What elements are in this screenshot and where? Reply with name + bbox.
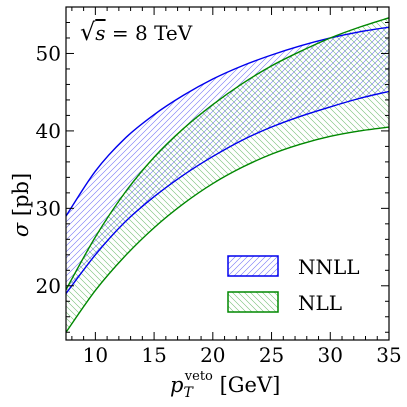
line-nll-upper xyxy=(66,17,389,291)
y-axis-label: σ [pb] xyxy=(9,173,33,237)
x-axis-unit: [GeV] xyxy=(213,373,280,397)
band-nll xyxy=(66,17,389,333)
annotation-value: = 8 TeV xyxy=(106,21,193,45)
tick-labels-layer: 10 15 20 25 30 35 20 30 40 50 xyxy=(36,41,402,367)
x-tick-label: 15 xyxy=(141,343,166,367)
bands-layer xyxy=(66,17,389,333)
plot-frame xyxy=(65,6,390,341)
x-axis-subscript: T xyxy=(183,385,194,401)
legend-swatch-nnll xyxy=(227,255,279,277)
y-tick-label: 40 xyxy=(36,119,61,143)
lines-layer xyxy=(66,17,389,333)
y-tick-label: 20 xyxy=(36,274,61,298)
line-nll-lower xyxy=(66,126,389,333)
annotation-s: s xyxy=(95,21,105,45)
plot-area xyxy=(66,17,389,333)
x-tick-label: 35 xyxy=(376,343,401,367)
legend-label-nnll: NNLL xyxy=(298,255,360,279)
y-axis-unit: [pb] xyxy=(9,173,33,223)
ticks-layer xyxy=(66,6,390,340)
x-axis-superscript: veto xyxy=(184,369,213,384)
x-tick-label: 30 xyxy=(318,343,343,367)
energy-annotation: √s = 8 TeV xyxy=(80,18,193,46)
legend: NNLL NLL xyxy=(227,255,360,315)
x-tick-label: 10 xyxy=(83,343,108,367)
x-tick-label: 20 xyxy=(200,343,225,367)
x-axis-symbol: p xyxy=(170,373,183,397)
legend-label-nll: NLL xyxy=(298,291,342,315)
legend-swatch-nll xyxy=(227,291,279,313)
sqrt-symbol: √ xyxy=(80,18,96,46)
line-nnll-lower xyxy=(66,90,389,294)
x-tick-label: 25 xyxy=(259,343,284,367)
y-tick-label: 50 xyxy=(36,41,61,65)
y-axis-symbol: σ xyxy=(9,222,33,237)
y-tick-label: 30 xyxy=(36,196,61,220)
x-axis-label: pTveto [GeV] xyxy=(170,369,280,401)
